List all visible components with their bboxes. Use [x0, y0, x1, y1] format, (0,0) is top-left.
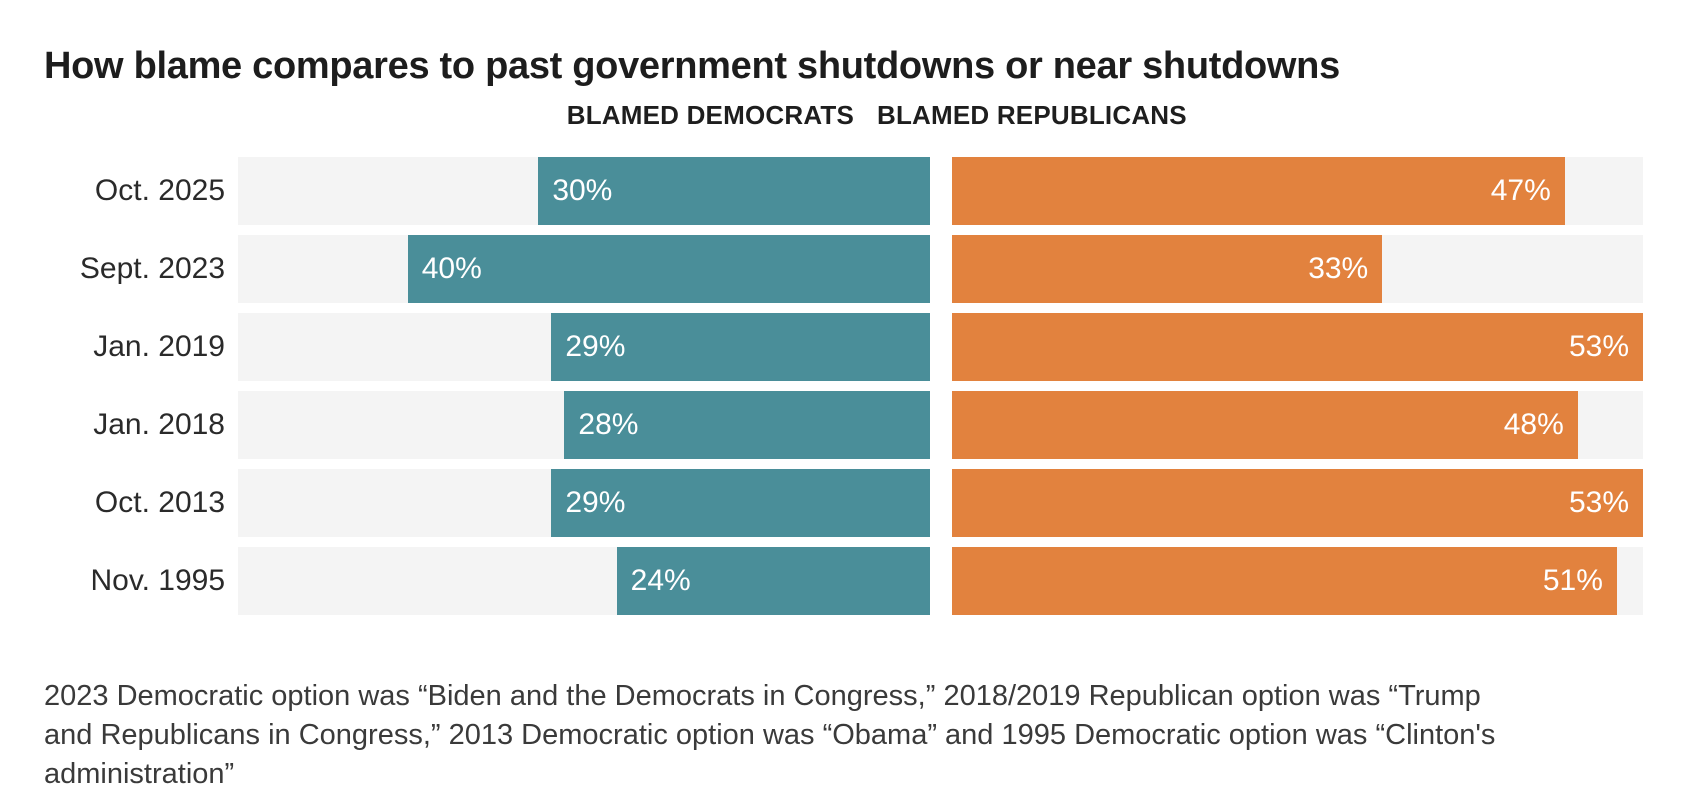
- rep-bar-value: 53%: [1568, 330, 1629, 363]
- dem-bar: 28%: [564, 391, 930, 459]
- dem-track: 29%: [238, 313, 930, 381]
- dem-bar-value: 29%: [565, 330, 626, 363]
- dem-track: 29%: [238, 469, 930, 537]
- chart-footnote: 2023 Democratic option was “Biden and th…: [44, 680, 1496, 790]
- dem-bar: 30%: [538, 157, 930, 225]
- row-label: Oct. 2013: [94, 486, 225, 519]
- chart-row-nov-1995: Nov. 1995 24% 51%: [0, 547, 1700, 615]
- dem-bar-value: 40%: [421, 252, 482, 285]
- rep-bar-value: 33%: [1308, 252, 1369, 285]
- rep-track: 47%: [952, 157, 1643, 225]
- rep-track: 53%: [952, 469, 1643, 537]
- row-label: Jan. 2019: [93, 330, 225, 363]
- rep-track: 53%: [952, 313, 1643, 381]
- chart-row-jan-2019: Jan. 2019 29% 53%: [0, 313, 1700, 381]
- dem-bar: 29%: [551, 313, 930, 381]
- rep-bar-value: 48%: [1503, 408, 1564, 441]
- rep-bar-value: 51%: [1542, 564, 1603, 597]
- row-label: Oct. 2025: [94, 174, 225, 207]
- row-label: Nov. 1995: [90, 564, 225, 597]
- dem-bar: 24%: [616, 547, 930, 615]
- dem-track: 28%: [238, 391, 930, 459]
- chart-title: How blame compares to past government sh…: [44, 45, 1340, 88]
- column-header-blamed-republicans: BLAMED REPUBLICANS: [877, 100, 1187, 130]
- row-label: Sept. 2023: [79, 252, 225, 285]
- column-header-blamed-democrats: BLAMED DEMOCRATS: [566, 100, 854, 130]
- dem-bar: 40%: [407, 235, 930, 303]
- chart-row-jan-2018: Jan. 2018 28% 48%: [0, 391, 1700, 459]
- chart-row-sept-2023: Sept. 2023 40% 33%: [0, 235, 1700, 303]
- dem-bar-value: 30%: [552, 174, 613, 207]
- rep-bar: 48%: [952, 391, 1578, 459]
- rep-track: 33%: [952, 235, 1643, 303]
- dem-bar-value: 29%: [565, 486, 626, 519]
- rep-bar: 33%: [952, 235, 1383, 303]
- rep-track: 48%: [952, 391, 1643, 459]
- row-label: Jan. 2018: [93, 408, 225, 441]
- dem-track: 40%: [238, 235, 930, 303]
- dem-track: 24%: [238, 547, 930, 615]
- dem-bar: 29%: [551, 469, 930, 537]
- dem-bar-value: 24%: [630, 564, 691, 597]
- dem-track: 30%: [238, 157, 930, 225]
- chart-row-oct-2013: Oct. 2013 29% 53%: [0, 469, 1700, 537]
- chart-rows: Oct. 2025 30% 47% Sept. 2023 40%: [0, 157, 1700, 625]
- rep-bar-value: 53%: [1568, 486, 1629, 519]
- rep-bar: 51%: [952, 547, 1617, 615]
- rep-bar: 53%: [952, 313, 1643, 381]
- rep-track: 51%: [952, 547, 1643, 615]
- rep-bar: 47%: [952, 157, 1565, 225]
- rep-bar: 53%: [952, 469, 1643, 537]
- rep-bar-value: 47%: [1490, 174, 1551, 207]
- chart-row-oct-2025: Oct. 2025 30% 47%: [0, 157, 1700, 225]
- dem-bar-value: 28%: [578, 408, 639, 441]
